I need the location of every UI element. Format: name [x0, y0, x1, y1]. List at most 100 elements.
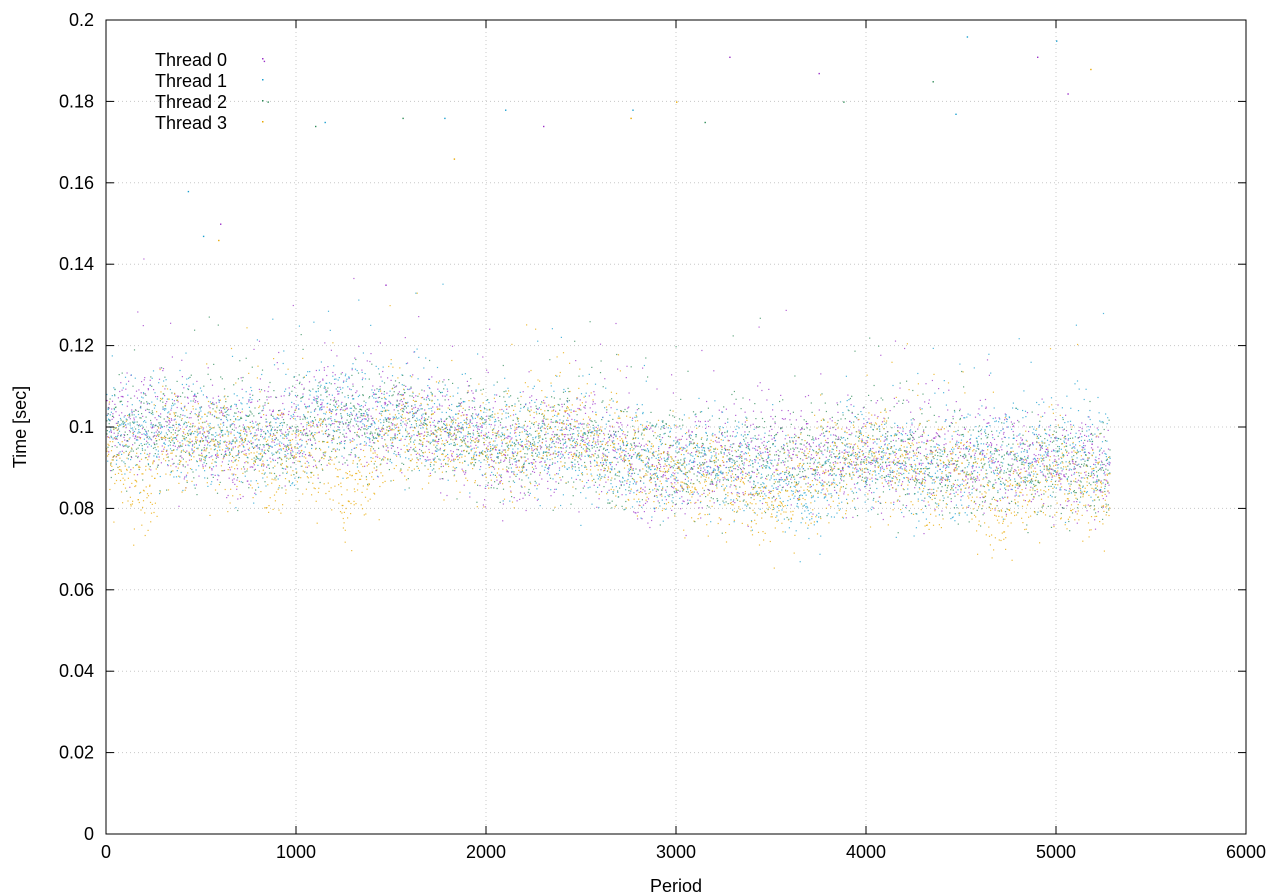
data-point — [972, 465, 974, 467]
data-point — [772, 465, 774, 467]
data-point — [326, 374, 328, 377]
data-point — [851, 477, 853, 479]
data-point — [340, 440, 342, 443]
data-point — [436, 441, 439, 443]
data-point — [441, 391, 443, 393]
data-point — [455, 467, 458, 469]
data-point — [605, 423, 607, 425]
data-point — [773, 479, 775, 481]
data-point — [746, 505, 748, 507]
data-point — [1105, 479, 1107, 481]
data-point — [1056, 464, 1058, 466]
data-point — [384, 404, 386, 406]
data-point — [442, 465, 444, 467]
data-point — [740, 443, 742, 445]
data-point — [980, 469, 982, 471]
data-point — [937, 434, 939, 436]
data-point — [360, 448, 362, 451]
data-point — [357, 416, 359, 418]
data-point — [440, 437, 442, 439]
data-point — [247, 480, 249, 482]
data-point — [546, 396, 548, 398]
data-point — [627, 473, 629, 475]
data-point — [547, 468, 550, 470]
data-point — [687, 452, 689, 454]
data-point — [886, 446, 888, 449]
data-point — [607, 476, 609, 478]
data-point — [693, 465, 695, 467]
data-point — [522, 391, 524, 393]
data-point — [228, 477, 230, 479]
data-point — [1043, 457, 1045, 459]
data-point — [1038, 454, 1040, 456]
data-point — [766, 441, 768, 443]
data-point — [755, 449, 757, 451]
data-point — [128, 466, 130, 468]
data-point — [860, 411, 862, 413]
data-point — [837, 436, 840, 438]
data-point — [211, 481, 213, 483]
data-point — [351, 367, 353, 369]
data-point — [481, 474, 483, 476]
data-point — [354, 419, 356, 421]
data-point — [383, 402, 386, 404]
data-point — [820, 373, 822, 375]
data-point — [796, 505, 798, 507]
data-point — [405, 436, 407, 438]
data-point — [447, 435, 449, 437]
data-point — [526, 447, 528, 449]
data-point — [334, 449, 337, 451]
data-point — [640, 423, 642, 426]
data-point — [710, 457, 712, 459]
data-point — [718, 466, 720, 468]
data-point — [596, 474, 598, 476]
data-point — [832, 481, 834, 483]
data-point — [606, 455, 609, 457]
data-point — [499, 452, 501, 454]
data-point — [246, 403, 248, 405]
data-point — [839, 461, 841, 464]
data-point — [806, 423, 808, 425]
data-point — [900, 467, 902, 469]
data-point — [262, 463, 264, 465]
data-point — [247, 440, 249, 442]
data-point — [800, 522, 802, 524]
data-point — [394, 434, 396, 436]
data-point — [288, 387, 290, 389]
data-point — [131, 412, 133, 414]
data-point — [923, 533, 925, 535]
data-point — [398, 405, 400, 407]
data-point — [717, 467, 719, 469]
data-point — [150, 445, 152, 447]
data-point — [257, 457, 259, 460]
data-point — [431, 410, 433, 412]
data-point — [427, 459, 429, 461]
data-point — [287, 434, 289, 436]
data-point — [540, 426, 542, 428]
data-point — [496, 456, 498, 458]
data-point — [778, 495, 780, 497]
data-point — [613, 440, 615, 442]
data-point — [196, 434, 199, 436]
data-point — [606, 449, 608, 451]
data-point — [833, 445, 835, 447]
data-point — [705, 471, 707, 474]
data-point — [524, 430, 526, 432]
data-point — [558, 451, 560, 453]
data-point — [767, 451, 769, 454]
data-point — [415, 412, 417, 414]
data-point — [843, 476, 845, 478]
data-point — [106, 414, 108, 416]
data-point — [413, 396, 415, 399]
data-point — [374, 393, 377, 395]
data-point — [438, 382, 440, 384]
data-point — [561, 456, 563, 458]
data-point — [739, 445, 741, 447]
data-point — [299, 416, 301, 418]
data-point — [762, 452, 764, 454]
data-point — [220, 223, 222, 225]
data-point — [802, 518, 804, 520]
data-point — [884, 439, 886, 441]
data-point — [735, 478, 737, 480]
series-0 — [106, 56, 1111, 537]
